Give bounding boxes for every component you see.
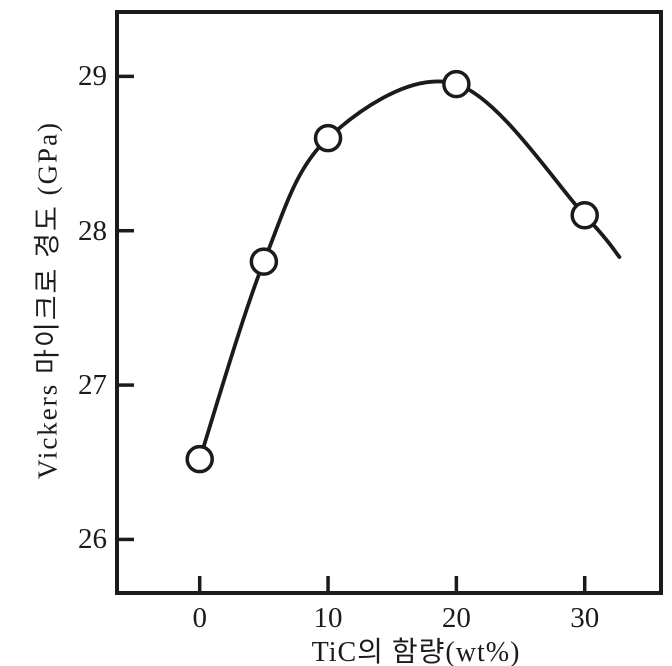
y-tick-label: 29 (78, 60, 107, 93)
x-tick-label: 10 (313, 602, 343, 634)
data-point-marker (249, 247, 279, 276)
x-tick-label: 20 (441, 602, 471, 634)
data-point-marker (185, 444, 214, 474)
y-tick-label: 28 (78, 214, 107, 247)
data-point-marker (442, 69, 471, 99)
y-axis-label: Vickers 마이크로 경도 (GPa) (32, 120, 63, 480)
data-point-marker (313, 123, 343, 153)
y-tick-label: 26 (78, 523, 107, 556)
plot-frame (115, 10, 663, 595)
data-point-marker (570, 201, 599, 230)
plot-area (115, 10, 663, 595)
y-tick-label: 27 (78, 369, 107, 402)
x-tick-label: 0 (192, 602, 207, 634)
x-tick-label: 30 (570, 602, 600, 634)
x-axis-label: TiC의 함량(wt%) (311, 637, 521, 666)
